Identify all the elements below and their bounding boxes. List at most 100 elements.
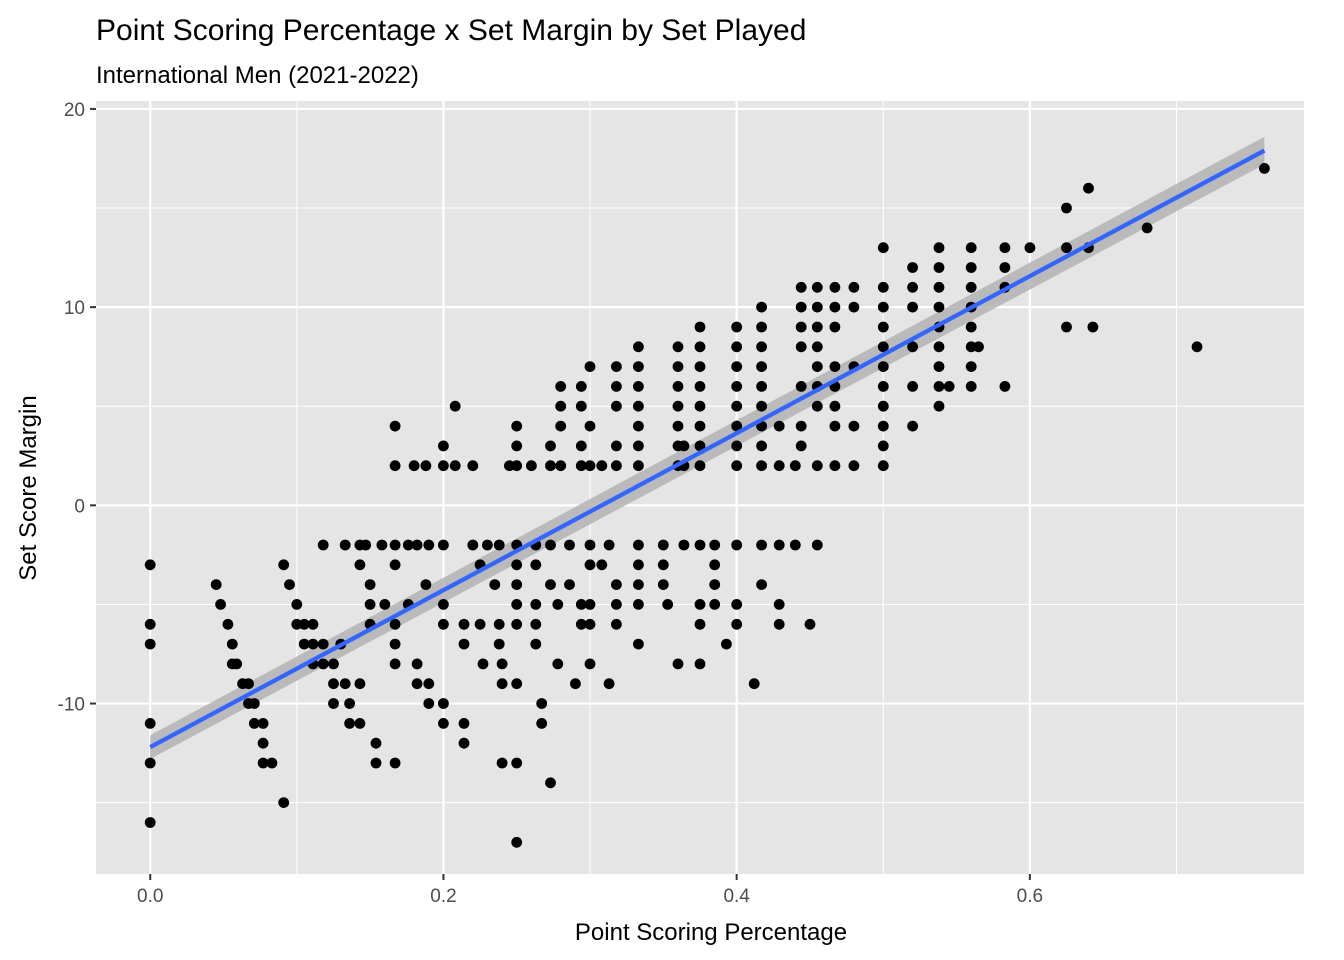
data-point — [449, 400, 461, 412]
data-point — [339, 678, 351, 690]
data-point — [449, 460, 461, 472]
data-point — [811, 301, 823, 313]
data-point — [584, 599, 596, 610]
data-point — [731, 341, 743, 353]
data-point — [360, 539, 372, 551]
data-point — [731, 420, 743, 432]
data-point — [731, 460, 743, 472]
data-point — [731, 599, 743, 610]
data-point — [226, 638, 238, 650]
data-point — [584, 618, 596, 630]
data-point — [611, 381, 622, 392]
data-point — [795, 301, 807, 313]
data-point — [678, 440, 690, 452]
gridlines — [96, 101, 1304, 874]
data-point — [545, 579, 556, 590]
data-point — [389, 539, 401, 551]
data-point — [672, 341, 684, 353]
data-point — [144, 618, 156, 630]
data-point — [731, 361, 743, 372]
data-point — [408, 460, 420, 472]
data-point — [773, 599, 785, 610]
data-point — [552, 599, 564, 610]
data-point — [467, 460, 479, 472]
data-point — [633, 638, 644, 650]
data-point — [829, 281, 841, 293]
x-tick-label: 0.6 — [1017, 886, 1043, 907]
data-point — [756, 579, 767, 590]
data-point — [458, 718, 470, 729]
data-point — [307, 638, 319, 650]
data-point — [633, 361, 644, 372]
data-point — [756, 400, 767, 412]
data-point — [248, 698, 260, 709]
data-point — [829, 420, 841, 432]
data-point — [328, 658, 339, 670]
data-point — [694, 539, 706, 551]
data-point — [545, 539, 556, 551]
data-point — [877, 420, 889, 432]
data-point — [965, 281, 977, 293]
data-point — [257, 757, 269, 769]
data-point — [284, 579, 295, 590]
data-point — [389, 658, 401, 670]
data-point — [222, 618, 234, 630]
y-tick-label: 10 — [64, 298, 85, 319]
data-point — [257, 737, 269, 749]
data-point — [564, 579, 575, 590]
data-point — [999, 381, 1011, 392]
data-point — [298, 618, 310, 630]
data-point — [243, 678, 254, 690]
data-point — [933, 341, 945, 353]
data-point — [575, 381, 587, 392]
data-point — [829, 361, 841, 372]
data-point — [933, 262, 945, 273]
data-point — [672, 381, 684, 392]
data-point — [877, 242, 889, 254]
data-point — [907, 301, 918, 313]
data-point — [694, 440, 706, 452]
data-point — [829, 400, 841, 412]
data-point — [575, 460, 587, 472]
data-point — [709, 599, 721, 610]
data-point — [756, 381, 767, 392]
data-point — [215, 599, 227, 610]
data-point — [731, 539, 743, 551]
data-point — [526, 460, 537, 472]
data-point — [278, 797, 290, 808]
data-point — [877, 400, 889, 412]
data-point — [584, 361, 596, 372]
data-point — [731, 381, 743, 392]
data-point — [811, 341, 823, 353]
data-point — [423, 539, 435, 551]
data-point — [633, 420, 644, 432]
data-point — [756, 361, 767, 372]
data-point — [248, 718, 260, 729]
data-point — [603, 539, 615, 551]
data-point — [584, 420, 596, 432]
data-point — [555, 460, 567, 472]
data-point — [379, 599, 391, 610]
data-point — [795, 381, 807, 392]
data-point — [789, 539, 801, 551]
data-point — [965, 242, 977, 254]
data-point — [545, 460, 556, 472]
y-axis-title: Set Score Margin — [15, 395, 42, 580]
data-point — [756, 539, 767, 551]
data-point — [210, 579, 222, 590]
chart-subtitle: International Men (2021-2022) — [96, 62, 419, 89]
data-point — [965, 361, 977, 372]
data-point — [511, 420, 523, 432]
data-point — [584, 539, 596, 551]
data-point — [411, 539, 423, 551]
data-point — [536, 698, 548, 709]
data-point — [354, 718, 366, 729]
data-point — [672, 361, 684, 372]
data-point — [584, 559, 596, 571]
data-point — [657, 559, 669, 571]
data-point — [633, 559, 644, 571]
data-point — [943, 381, 955, 392]
data-point — [1141, 222, 1153, 234]
data-point — [389, 559, 401, 571]
data-point — [257, 718, 269, 729]
